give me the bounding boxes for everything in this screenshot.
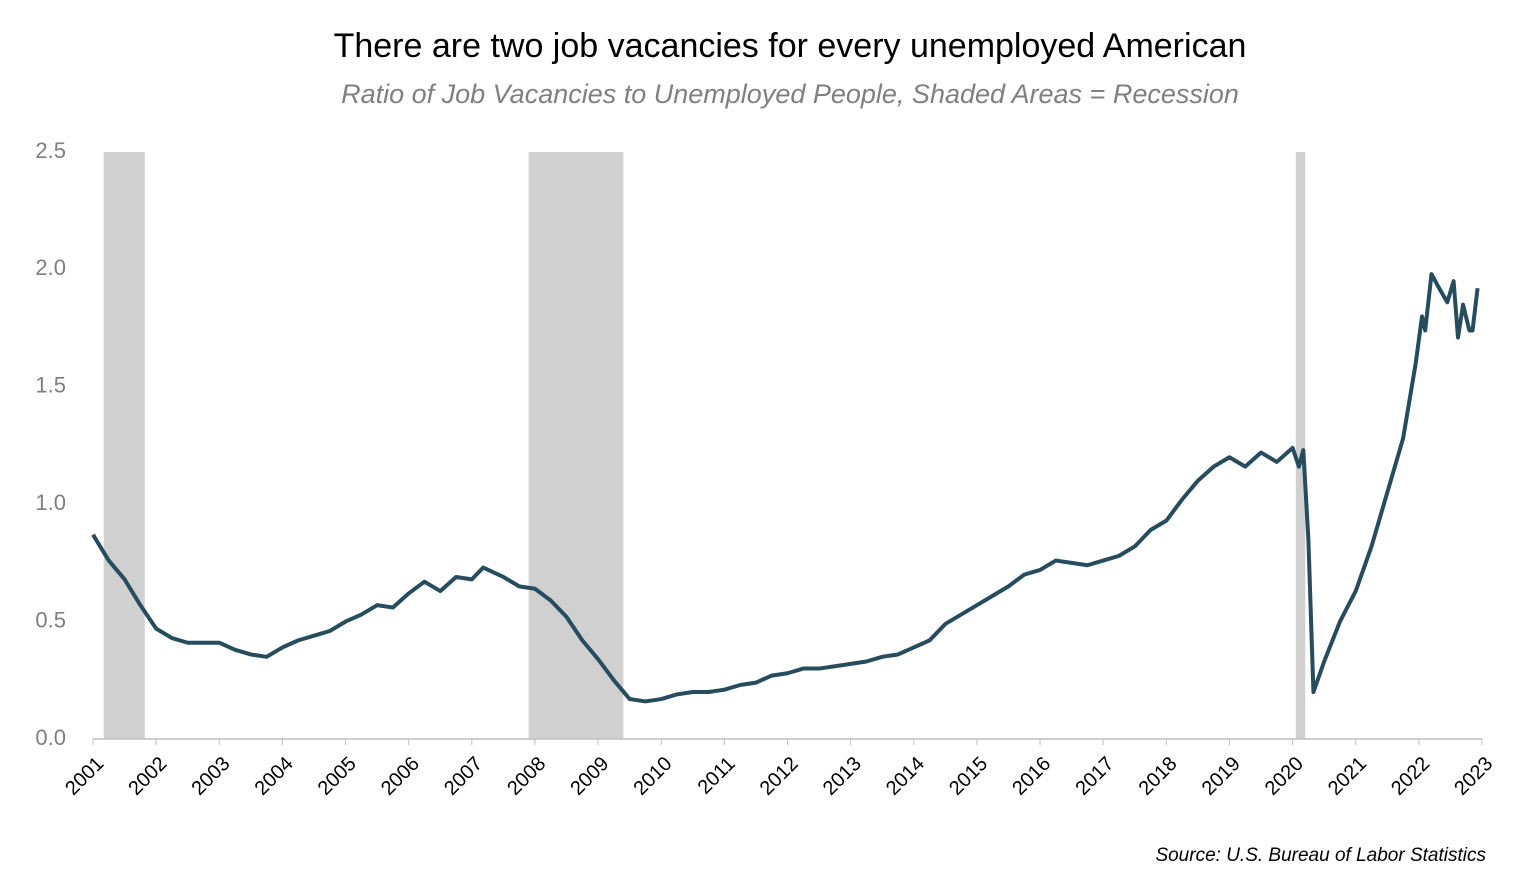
y-tick-label: 2.0 xyxy=(35,255,66,280)
x-tick-label: 2010 xyxy=(629,753,676,800)
y-tick-label: 2.5 xyxy=(35,138,66,163)
x-tick-label: 2003 xyxy=(188,753,235,800)
x-tick-label: 2011 xyxy=(694,753,740,799)
x-tick-label: 2009 xyxy=(566,753,613,800)
x-tick-label: 2021 xyxy=(1324,753,1371,800)
x-tick-label: 2006 xyxy=(377,753,424,800)
x-tick-label: 2008 xyxy=(503,753,550,800)
x-tick-label: 2012 xyxy=(756,753,803,800)
y-tick-label: 1.5 xyxy=(35,373,66,398)
x-tick-label: 2019 xyxy=(1198,753,1245,800)
source-note: Source: U.S. Bureau of Labor Statistics xyxy=(1155,845,1486,866)
chart-title: There are two job vacancies for every un… xyxy=(334,27,1247,65)
recession-band xyxy=(103,152,145,739)
recession-band xyxy=(528,152,624,739)
x-tick-label: 2016 xyxy=(1008,753,1055,800)
x-tick-label: 2001 xyxy=(61,753,108,800)
x-tick-label: 2022 xyxy=(1387,753,1434,800)
x-tick-label: 2018 xyxy=(1135,753,1182,800)
y-tick-label: 1.0 xyxy=(35,490,66,515)
data-line xyxy=(91,272,1480,704)
x-tick-label: 2007 xyxy=(440,753,487,800)
recession-band xyxy=(1295,152,1306,739)
chart-subtitle: Ratio of Job Vacancies to Unemployed Peo… xyxy=(341,79,1239,109)
x-tick-label: 2002 xyxy=(124,753,171,800)
y-tick-label: 0.5 xyxy=(35,607,66,632)
x-tick-label: 2020 xyxy=(1261,753,1308,800)
x-tick-label: 2015 xyxy=(945,753,992,800)
x-tick-label: 2017 xyxy=(1071,753,1118,800)
x-tick-label: 2013 xyxy=(819,753,866,800)
y-tick-label: 0.0 xyxy=(35,725,66,750)
x-tick-label: 2004 xyxy=(251,753,298,800)
x-tick-label: 2014 xyxy=(882,753,929,800)
x-tick-label: 2023 xyxy=(1450,753,1497,800)
x-tick-label: 2005 xyxy=(314,753,361,800)
